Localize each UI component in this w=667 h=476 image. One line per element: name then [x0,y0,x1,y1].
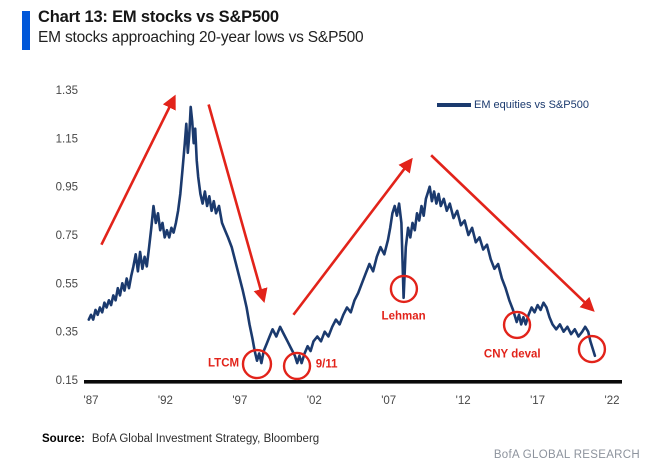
x-tick-label: '87 [84,395,99,407]
y-tick-label: 0.15 [56,375,78,387]
y-tick-label: 0.55 [56,278,78,290]
annotation-circle-nine-eleven [282,351,312,381]
chart-title: Chart 13: EM stocks vs S&P500 [38,8,279,26]
annotation-circle-current-low [577,334,607,364]
em-equities-line [87,105,597,365]
annotation-label-cny-deval: CNY deval [484,349,541,361]
annotation-circle-lehman [389,274,419,304]
source-label: Source: [42,433,85,445]
annotation-label-nine-eleven: 9/11 [316,358,338,370]
annotation-circle-ltcm [241,348,273,380]
x-tick-label: '17 [530,395,545,407]
legend-line-swatch [437,103,471,107]
x-axis-line [84,380,622,384]
y-tick-label: 1.35 [56,85,78,97]
y-tick-label: 1.15 [56,133,78,145]
x-tick-label: '02 [307,395,322,407]
x-tick-label: '07 [381,395,396,407]
y-tick-label: 0.75 [56,230,78,242]
source-note: Source: BofA Global Investment Strategy, … [42,433,319,445]
trend-arrow-uptrend-2 [292,157,413,316]
legend-label: EM equities vs S&P500 [474,99,589,111]
annotation-circle-cny-deval [502,310,532,340]
annotation-label-ltcm: LTCM [208,358,239,370]
brand-footer: BofA GLOBAL RESEARCH [493,449,640,461]
x-tick-label: '22 [605,395,620,407]
y-tick-label: 0.35 [56,327,78,339]
trend-arrow-downtrend-2 [430,154,595,312]
trend-arrow-downtrend-1 [207,104,268,304]
plot-area: 1.35 1.15 0.95 0.75 0.55 0.35 0.15 '87 '92 '97 '02… [56,85,622,407]
chart-subtitle: EM stocks approaching 20-year lows vs S&… [38,29,364,46]
x-tick-label: '92 [158,395,173,407]
title-accent-bar [22,11,30,50]
x-tick-label: '12 [456,395,471,407]
legend: EM equities vs S&P500 [437,99,589,111]
source-text: BofA Global Investment Strategy, Bloombe… [91,433,320,445]
x-tick-label: '97 [232,395,247,407]
y-tick-label: 0.95 [56,182,78,194]
annotation-label-lehman: Lehman [382,311,426,323]
trend-arrow-uptrend-1 [100,94,176,246]
